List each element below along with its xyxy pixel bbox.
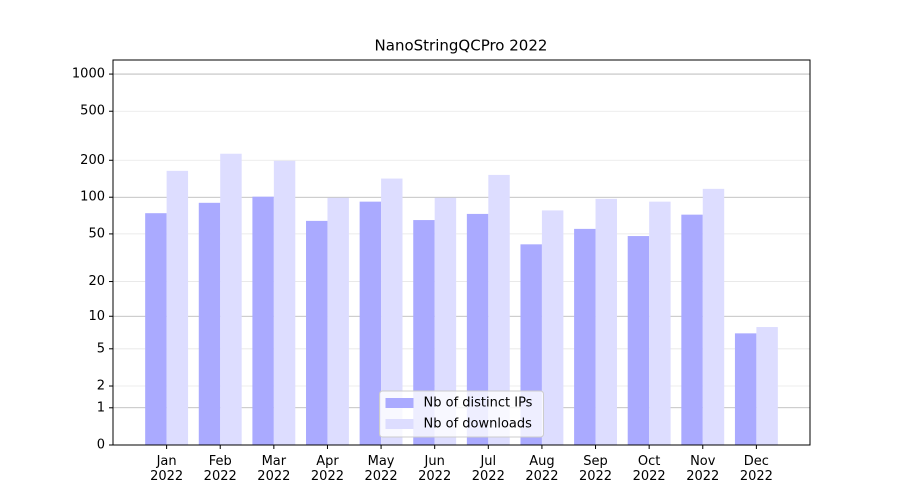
- bar: [252, 196, 274, 445]
- x-tick-label: Jun 2022: [418, 454, 452, 484]
- legend-box: [379, 390, 544, 438]
- x-tick-label: Dec 2022: [739, 454, 773, 484]
- x-tick-label: Jul 2022: [471, 454, 505, 484]
- bar: [627, 236, 650, 445]
- bar: [734, 333, 757, 445]
- bar: [198, 202, 221, 445]
- y-tick-label: 1: [97, 400, 105, 415]
- y-tick-label: 5: [97, 341, 105, 356]
- y-tick-label: 20: [88, 274, 105, 289]
- x-tick-label: Aug 2022: [525, 454, 559, 484]
- bar: [434, 197, 457, 445]
- bar: [220, 153, 242, 445]
- y-tick-label: 2: [97, 379, 105, 394]
- bar: [541, 210, 564, 445]
- bar: [681, 214, 703, 445]
- y-tick-label: 100: [80, 190, 105, 205]
- y-tick-label: 50: [88, 226, 105, 241]
- bar: [166, 170, 189, 445]
- chart-title: NanoStringQCPro 2022: [375, 37, 548, 55]
- x-tick-label: Apr 2022: [310, 454, 344, 484]
- legend-swatch: [385, 419, 414, 429]
- bar: [702, 188, 725, 445]
- bar: [574, 228, 596, 445]
- legend: Nb of distinct IPs Nb of downloads: [379, 390, 544, 438]
- plot-frame: [112, 59, 811, 446]
- x-tick-label: May 2022: [364, 454, 398, 484]
- y-tick-label: 1000: [72, 67, 105, 82]
- x-tick-label: Jan 2022: [150, 454, 184, 484]
- bar: [327, 197, 349, 445]
- bar: [145, 213, 167, 445]
- y-tick-label: 200: [80, 153, 105, 168]
- bar: [595, 198, 617, 445]
- bar: [466, 213, 489, 445]
- y-tick-label: 10: [88, 309, 105, 324]
- y-tick-label: 0: [97, 438, 105, 453]
- legend-swatch: [385, 398, 414, 408]
- bar: [306, 220, 328, 445]
- bar: [413, 220, 435, 445]
- x-tick-label: Oct 2022: [632, 454, 666, 484]
- bar: [488, 174, 510, 445]
- bar: [359, 201, 382, 445]
- x-tick-label: Mar 2022: [257, 454, 291, 484]
- bar: [649, 201, 671, 445]
- legend-label: Nb of distinct IPs: [424, 396, 533, 411]
- bar: [273, 160, 296, 445]
- x-tick-label: Sep 2022: [578, 454, 613, 484]
- legend-label: Nb of downloads: [424, 417, 533, 432]
- x-tick-label: Nov 2022: [686, 454, 720, 484]
- bar: [756, 327, 778, 445]
- bar: [381, 178, 403, 445]
- y-tick-label: 500: [80, 104, 105, 119]
- x-tick-label: Feb 2022: [203, 454, 237, 484]
